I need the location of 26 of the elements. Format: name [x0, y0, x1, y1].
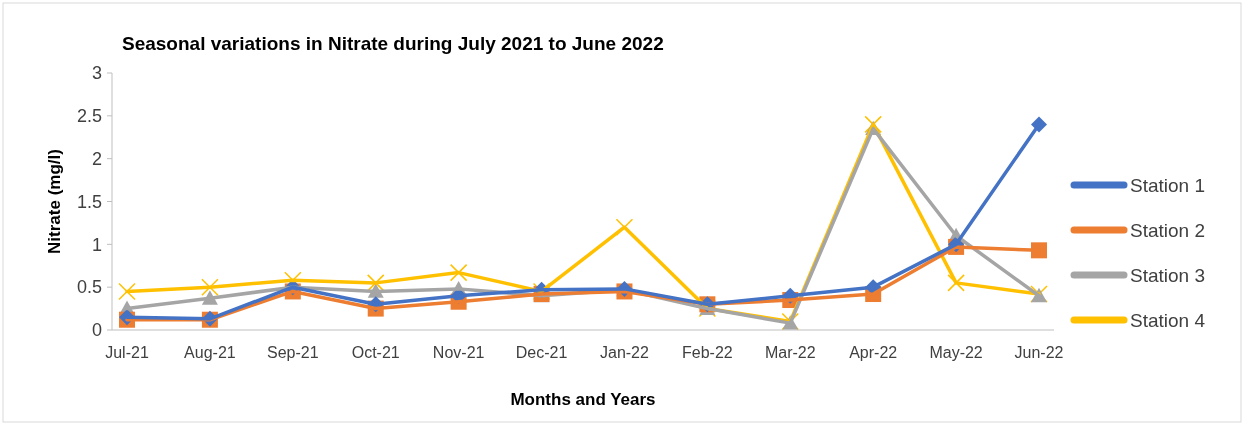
chart-title: Seasonal variations in Nitrate during July 2021 to June 2022: [122, 33, 664, 54]
x-tick-label: Oct-21: [351, 344, 400, 361]
x-tick-label: Nov-21: [432, 344, 485, 361]
x-tick-label: Sep-21: [267, 344, 319, 361]
legend-label: Station 2: [1130, 219, 1205, 241]
y-tick-label: 1: [91, 234, 102, 255]
legend-label: Station 4: [1130, 309, 1206, 331]
x-tick-label: Jan-22: [599, 344, 650, 361]
y-axis-title: Nitrate (mg/l): [45, 149, 64, 254]
x-tick-label: Mar-22: [764, 344, 816, 361]
y-tick-label: 2.5: [76, 106, 102, 127]
x-tick-label: Aug-21: [184, 344, 236, 361]
y-tick-label: 3: [91, 63, 102, 84]
legend-label: Station 3: [1130, 264, 1205, 286]
x-tick-label: Apr-22: [849, 344, 898, 361]
x-tick-label: Dec-21: [515, 344, 568, 361]
y-tick-label: 0.5: [76, 277, 102, 298]
y-tick-label: 2: [91, 148, 102, 169]
y-tick-label: 0: [91, 320, 102, 341]
x-tick-label: Feb-22: [682, 344, 733, 361]
x-tick-label: Jul-21: [105, 344, 149, 361]
x-axis-title: Months and Years: [510, 390, 656, 409]
y-tick-label: 1.5: [76, 191, 102, 212]
x-tick-label: May-22: [929, 344, 983, 361]
legend-label: Station 1: [1130, 174, 1205, 196]
x-tick-label: Jun-22: [1014, 344, 1064, 361]
